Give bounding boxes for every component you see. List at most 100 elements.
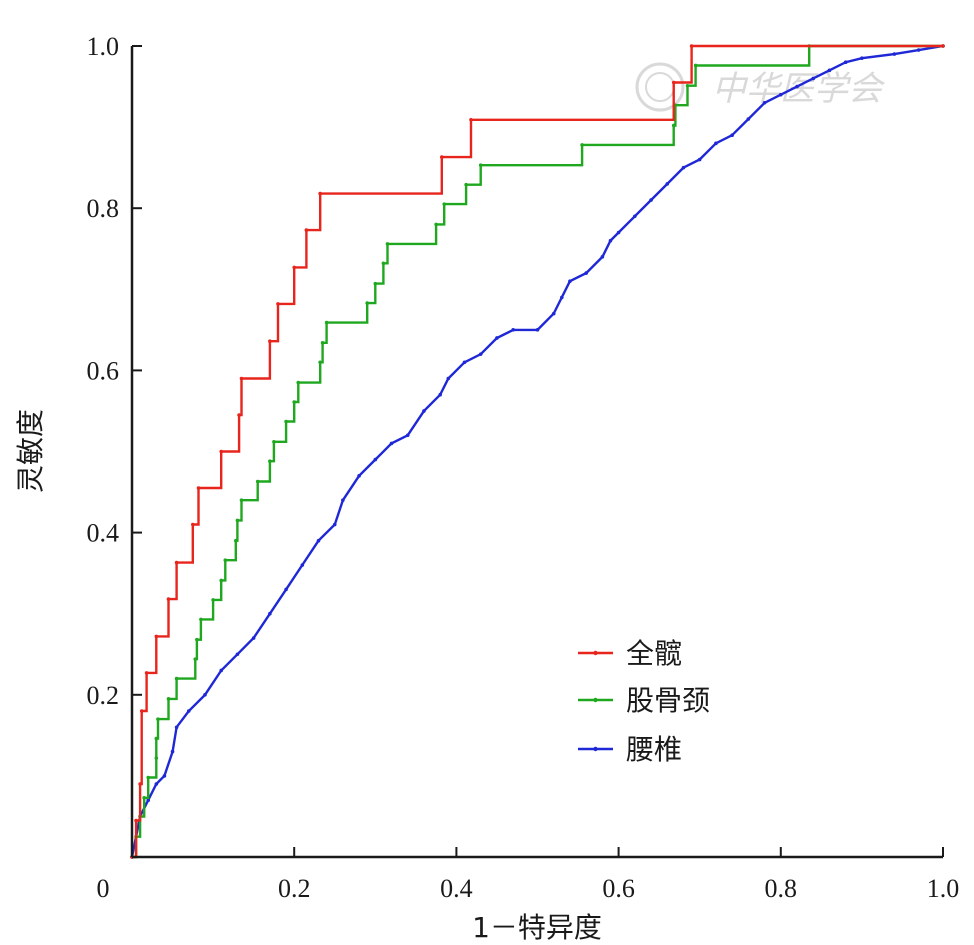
data-point: [251, 636, 256, 640]
series-line-3: [130, 44, 944, 858]
data-point: [462, 360, 467, 365]
watermark-seal: 中华医学会: [635, 62, 886, 112]
data-point: [268, 611, 272, 616]
data-point: [186, 709, 191, 713]
data-point: [203, 693, 207, 697]
data-point: [239, 376, 244, 381]
data-point: [296, 380, 301, 385]
data-point: [341, 498, 345, 502]
watermark-seal-inner-ring: [645, 72, 675, 102]
data-point: [681, 165, 686, 170]
data-point: [146, 775, 151, 780]
data-point: [235, 652, 240, 657]
data-point: [154, 756, 159, 760]
data-point: [892, 52, 897, 56]
data-point: [304, 228, 309, 232]
data-point: [174, 725, 179, 730]
data-point: [649, 198, 653, 202]
data-point: [276, 302, 280, 306]
legend-marker: [593, 650, 598, 656]
data-point: [139, 709, 144, 713]
data-point: [357, 474, 361, 478]
data-point: [316, 538, 321, 543]
data-point: [600, 255, 605, 259]
data-point: [174, 676, 179, 681]
data-point: [138, 782, 142, 786]
data-point: [469, 118, 473, 122]
data-point: [268, 339, 272, 344]
x-axis-title: 1－特异度: [472, 911, 602, 944]
data-point: [616, 230, 621, 235]
y-tick-label: 0.4: [87, 519, 120, 548]
data-point: [405, 433, 410, 438]
data-point: [495, 336, 499, 340]
data-point: [442, 202, 447, 206]
data-point: [154, 736, 159, 741]
data-point: [292, 265, 297, 270]
data-point: [154, 782, 159, 786]
legend-marker: [593, 746, 598, 752]
data-point: [144, 671, 149, 675]
data-point: [272, 439, 276, 444]
x-axis-ticks: 0 0.2 0.4 0.6 0.8 1.0: [97, 847, 959, 903]
y-tick-label: 0.2: [87, 681, 120, 710]
data-point: [193, 657, 198, 661]
data-point: [762, 100, 767, 105]
data-point: [827, 68, 832, 73]
data-point: [156, 717, 160, 721]
data-point: [671, 80, 676, 85]
data-point: [196, 486, 201, 490]
x-tick-label: 0.4: [440, 874, 473, 903]
data-point: [142, 795, 146, 800]
data-point: [779, 92, 783, 97]
legend-label: 股骨颈: [626, 684, 710, 717]
data-point: [422, 409, 426, 413]
data-point: [191, 522, 195, 527]
data-point: [551, 311, 556, 316]
data-point: [685, 83, 690, 88]
data-point: [671, 123, 676, 128]
data-point: [560, 295, 564, 300]
data-point: [300, 563, 305, 567]
data-point: [860, 56, 864, 60]
data-point: [440, 155, 444, 159]
data-point: [714, 141, 718, 146]
series-line-1: [132, 44, 943, 859]
data-point: [446, 376, 451, 381]
legend-marker: [593, 697, 598, 703]
data-point: [478, 352, 483, 356]
data-point: [268, 459, 272, 464]
data-point: [166, 697, 171, 701]
data-point: [689, 44, 694, 48]
x-tick-label: 0.6: [602, 874, 635, 903]
y-tick-label: 0.8: [87, 194, 120, 223]
legend-label: 全髋: [626, 637, 682, 670]
data-point: [237, 413, 241, 417]
x-tick-label: 0: [97, 874, 110, 903]
data-point: [234, 538, 238, 543]
data-point: [211, 598, 215, 602]
data-point: [608, 238, 613, 243]
data-point: [134, 818, 138, 823]
data-point: [535, 328, 540, 332]
data-point: [235, 518, 240, 523]
plot-series-group: [130, 44, 945, 859]
y-tick-label: 0.6: [87, 356, 120, 385]
data-point: [320, 341, 325, 345]
data-point: [438, 392, 442, 397]
data-point: [373, 457, 378, 462]
legend-label: 腰椎: [626, 733, 682, 766]
y-axis-ticks: 0.2 0.4 0.6 0.8 1.0: [87, 32, 142, 710]
data-point: [154, 634, 159, 639]
data-point: [746, 117, 751, 121]
data-point: [389, 441, 394, 446]
data-point: [318, 191, 322, 196]
data-point: [373, 281, 378, 286]
watermark-text: 中华医学会: [712, 69, 886, 109]
data-point: [239, 498, 244, 502]
data-point: [381, 261, 386, 266]
data-point: [255, 479, 260, 484]
data-point: [219, 668, 224, 673]
